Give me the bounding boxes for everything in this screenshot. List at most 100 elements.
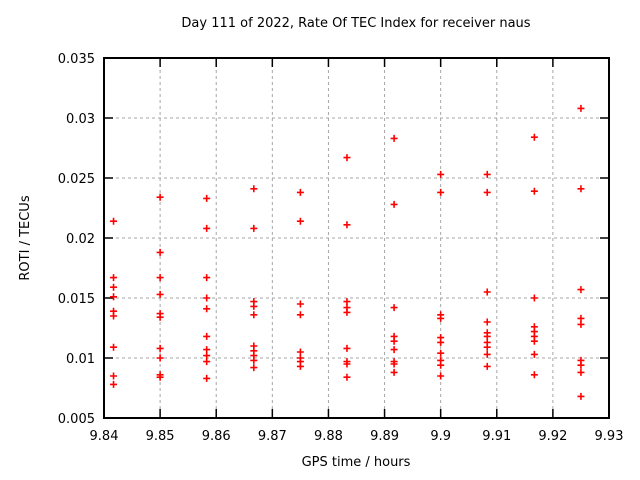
y-tick-label: 0.005 xyxy=(58,412,95,427)
y-tick-label: 0.015 xyxy=(58,292,95,307)
data-point-marker xyxy=(203,352,211,360)
data-point-marker xyxy=(437,349,445,357)
data-point-marker xyxy=(156,313,164,321)
data-point-marker xyxy=(390,360,398,368)
data-point-marker xyxy=(483,350,491,358)
data-point-marker xyxy=(203,374,211,382)
data-point-marker xyxy=(483,188,491,196)
data-point-marker xyxy=(343,154,351,162)
data-point-marker xyxy=(530,187,538,195)
tick-layer: 9.84 9.85 9.86 9.87 9.88 9.89 9.9 9.91 9.92 9.93 0… xyxy=(58,52,624,444)
data-point-marker xyxy=(577,104,585,112)
data-point-marker xyxy=(203,332,211,340)
y-tick-label: 0.02 xyxy=(66,232,95,247)
data-point-marker xyxy=(203,346,211,354)
data-point-marker xyxy=(250,356,258,364)
data-point-marker xyxy=(390,304,398,312)
data-point-marker xyxy=(483,332,491,340)
data-point-marker xyxy=(577,368,585,376)
data-point-marker xyxy=(203,305,211,313)
data-point-marker xyxy=(250,302,258,310)
data-point-marker xyxy=(483,288,491,296)
data-point-marker xyxy=(437,372,445,380)
data-point-marker xyxy=(203,358,211,366)
data-point-marker xyxy=(437,170,445,178)
data-point-marker xyxy=(156,274,164,282)
data-point-marker xyxy=(156,354,164,362)
data-point-marker xyxy=(250,311,258,319)
data-point-layer xyxy=(110,104,585,400)
plot-border xyxy=(103,57,610,419)
data-point-marker xyxy=(343,360,351,368)
data-point-marker xyxy=(483,318,491,326)
data-point-marker xyxy=(390,200,398,208)
data-point-marker xyxy=(296,348,304,356)
data-point-marker xyxy=(110,380,118,388)
data-point-marker xyxy=(577,392,585,400)
data-point-marker xyxy=(577,320,585,328)
x-tick-label: 9.92 xyxy=(538,429,567,444)
data-point-marker xyxy=(390,368,398,376)
data-point-marker xyxy=(296,300,304,308)
x-axis-label: GPS time / hours xyxy=(302,455,411,470)
data-point-marker xyxy=(296,362,304,370)
data-point-marker xyxy=(530,337,538,345)
data-point-marker xyxy=(110,372,118,380)
data-point-marker xyxy=(203,274,211,282)
data-point-marker xyxy=(250,364,258,372)
x-tick-label: 9.89 xyxy=(370,429,399,444)
data-point-marker xyxy=(156,373,164,381)
data-point-marker xyxy=(343,298,351,306)
y-axis-label: ROTI / TECUs xyxy=(18,195,33,280)
data-point-marker xyxy=(250,224,258,232)
data-point-marker xyxy=(437,338,445,346)
data-point-marker xyxy=(203,294,211,302)
data-point-marker xyxy=(296,311,304,319)
y-tick-label: 0.035 xyxy=(58,52,95,67)
x-tick-label: 9.93 xyxy=(595,429,624,444)
data-point-marker xyxy=(110,343,118,351)
x-tick-label: 9.9 xyxy=(430,429,451,444)
data-point-marker xyxy=(203,194,211,202)
data-point-marker xyxy=(437,188,445,196)
data-point-marker xyxy=(156,248,164,256)
data-point-marker xyxy=(110,283,118,291)
y-tick-label: 0.03 xyxy=(66,112,95,127)
y-tick-label: 0.025 xyxy=(58,172,95,187)
x-tick-label: 9.88 xyxy=(314,429,343,444)
data-point-marker xyxy=(577,314,585,322)
data-point-marker xyxy=(437,361,445,369)
data-point-marker xyxy=(343,344,351,352)
data-point-marker xyxy=(250,185,258,193)
data-point-marker xyxy=(110,312,118,320)
data-point-marker xyxy=(110,293,118,301)
data-point-marker xyxy=(110,217,118,225)
data-point-marker xyxy=(203,224,211,232)
data-point-marker xyxy=(530,294,538,302)
data-point-marker xyxy=(530,133,538,141)
x-tick-label: 9.87 xyxy=(258,429,287,444)
data-point-marker xyxy=(483,362,491,370)
data-point-marker xyxy=(530,371,538,379)
data-point-marker xyxy=(110,274,118,282)
data-point-marker xyxy=(390,337,398,345)
chart-title: Day 111 of 2022, Rate Of TEC Index for r… xyxy=(181,16,530,31)
y-tick-label: 0.01 xyxy=(66,352,95,367)
data-point-marker xyxy=(390,346,398,354)
x-tick-label: 9.86 xyxy=(202,429,231,444)
data-point-marker xyxy=(577,185,585,193)
data-point-marker xyxy=(390,134,398,142)
x-tick-label: 9.91 xyxy=(482,429,511,444)
data-point-marker xyxy=(156,193,164,201)
x-tick-label: 9.85 xyxy=(146,429,175,444)
data-point-marker xyxy=(437,314,445,322)
data-point-marker xyxy=(530,350,538,358)
x-tick-label: 9.84 xyxy=(90,429,119,444)
grid-layer xyxy=(104,58,609,418)
data-point-marker xyxy=(577,361,585,369)
data-point-marker xyxy=(296,217,304,225)
data-point-marker xyxy=(296,188,304,196)
data-point-marker xyxy=(483,343,491,351)
